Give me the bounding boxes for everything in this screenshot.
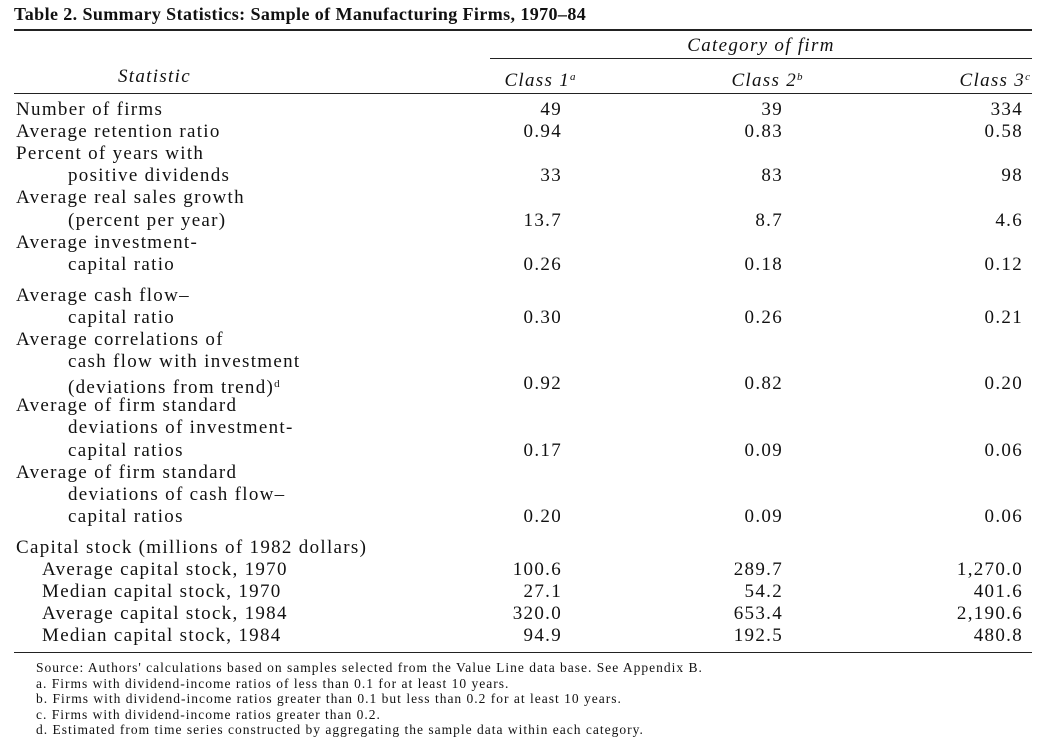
cell-value: 0.17 xyxy=(523,439,562,461)
row-label: Average real sales growth xyxy=(16,187,245,209)
cell-value: 0.92 xyxy=(523,373,562,395)
cell-value: 320.0 xyxy=(512,603,562,625)
cell-value: 98 xyxy=(1001,165,1023,187)
column-header: Statistic xyxy=(118,66,191,88)
row-label: Average of firm standard xyxy=(16,395,238,417)
row-label: Average capital stock, 1984 xyxy=(42,603,288,625)
cell-value: 49 xyxy=(540,99,562,120)
row-label: capital ratio xyxy=(68,253,176,275)
cell-value: 0.06 xyxy=(984,505,1023,527)
row-label: Average retention ratio xyxy=(16,121,221,143)
cell-value: 94.9 xyxy=(523,625,562,647)
cell-value: 0.09 xyxy=(744,505,783,527)
footnote: b. Firms with dividend-income ratios gre… xyxy=(36,691,622,706)
row-label: positive dividends xyxy=(68,165,231,187)
cell-value: 54.2 xyxy=(744,581,783,603)
cell-value: 100.6 xyxy=(512,559,562,580)
cell-value: 0.94 xyxy=(523,121,562,143)
cell-value: 0.82 xyxy=(744,373,783,395)
row-label: capital ratios xyxy=(68,505,184,527)
row-label: capital ratio xyxy=(68,306,176,328)
column-header: Class 3c xyxy=(930,66,1030,92)
row-label: Percent of years with xyxy=(16,143,205,165)
cell-value: 8.7 xyxy=(755,209,783,231)
header-text: Class 2 xyxy=(731,70,798,91)
cell-value: 83 xyxy=(761,165,783,187)
row-label: Average cash flow– xyxy=(16,284,190,306)
cell-value: 0.58 xyxy=(984,121,1023,143)
cell-value: 27.1 xyxy=(523,581,562,603)
header-text: Statistic xyxy=(118,66,191,87)
cell-value: 0.83 xyxy=(744,121,783,143)
table-title: Table 2. Summary Statistics: Sample of M… xyxy=(14,4,587,24)
bottom-rule xyxy=(14,652,1032,653)
cell-value: 0.06 xyxy=(984,439,1023,461)
footnote-marker: b xyxy=(797,71,803,83)
row-label: Average investment- xyxy=(16,231,199,253)
spanner-rule xyxy=(490,58,1032,59)
cell-value: 401.6 xyxy=(973,581,1023,603)
cell-value: 33 xyxy=(540,165,562,187)
cell-value: 0.20 xyxy=(984,373,1023,395)
row-label: Median capital stock, 1984 xyxy=(42,625,282,647)
footnote: Source: Authors' calculations based on s… xyxy=(36,660,703,675)
cell-value: 0.12 xyxy=(984,253,1023,275)
header-text: Class 3 xyxy=(959,70,1026,91)
row-label: deviations of investment- xyxy=(68,417,294,439)
row-label: Average capital stock, 1970 xyxy=(42,559,288,580)
cell-value: 13.7 xyxy=(523,209,562,231)
footnote-marker: a xyxy=(570,71,576,83)
cell-value: 0.21 xyxy=(984,306,1023,328)
column-header: Class 1a xyxy=(490,66,590,92)
cell-value: 39 xyxy=(761,99,783,120)
row-label: cash flow with investment xyxy=(68,351,301,373)
row-label: Average correlations of xyxy=(16,329,224,350)
row-label: Number of firms xyxy=(16,99,164,120)
footnote: a. Firms with dividend-income ratios of … xyxy=(36,675,510,691)
cell-value: 653.4 xyxy=(733,603,783,625)
cell-value: 0.20 xyxy=(523,505,562,527)
row-label: deviations of cash flow– xyxy=(68,483,286,505)
row-label: (deviations from trend)d xyxy=(68,377,280,399)
row-label: Median capital stock, 1970 xyxy=(42,581,282,603)
top-rule xyxy=(14,29,1032,31)
row-label: (percent per year) xyxy=(68,209,227,231)
column-header: Class 2b xyxy=(712,66,822,92)
cell-value: 4.6 xyxy=(995,209,1023,231)
cell-value: 480.8 xyxy=(973,625,1023,647)
row-label: Average of firm standard xyxy=(16,461,238,483)
cell-value: 334 xyxy=(990,99,1023,120)
cell-value: 1,270.0 xyxy=(956,559,1023,580)
header-rule xyxy=(14,93,1032,94)
cell-value: 0.26 xyxy=(744,306,783,328)
cell-value: 0.18 xyxy=(744,253,783,275)
header-text: Class 1 xyxy=(504,70,571,91)
footnote: c. Firms with dividend-income ratios gre… xyxy=(36,706,381,722)
cell-value: 2,190.6 xyxy=(956,603,1023,625)
cell-value: 0.26 xyxy=(523,253,562,275)
cell-value: 289.7 xyxy=(733,559,783,580)
spanner: Category of firm xyxy=(687,35,835,56)
cell-value: 0.30 xyxy=(523,306,562,328)
row-label: capital ratios xyxy=(68,439,184,461)
footnote-marker: c xyxy=(1025,71,1030,83)
cell-value: 0.09 xyxy=(744,439,783,461)
section-label: Capital stock (millions of 1982 dollars) xyxy=(16,536,368,558)
footnote-marker: d xyxy=(274,378,280,391)
cell-value: 192.5 xyxy=(733,625,783,647)
footnote: d. Estimated from time series constructe… xyxy=(36,722,644,737)
